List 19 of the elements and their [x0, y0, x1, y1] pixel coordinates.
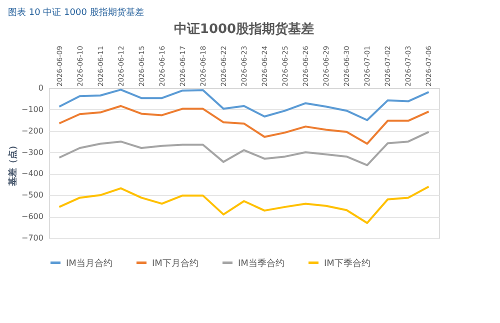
line-series: [58, 88, 430, 122]
line-series: [58, 105, 430, 145]
line-series: [58, 130, 430, 166]
y-tick-label: −300: [22, 148, 44, 157]
y-tick-label: −600: [22, 212, 44, 222]
legend-label: IM下季合约: [324, 258, 370, 269]
legend-label: IM当月合约: [66, 258, 112, 269]
y-axis-title: 基差（点）: [8, 141, 19, 187]
y-tick-label: −700: [22, 234, 44, 242]
y-tick-label: −400: [22, 169, 44, 178]
legend-label: IM下月合约: [152, 258, 198, 269]
legend-label: IM当季合约: [238, 258, 284, 269]
text: 图表 10 中证 1000 股指期货基差: [8, 7, 144, 18]
y-tick-label: −500: [22, 190, 44, 200]
chart-title: 中证1000股指期货基差: [174, 21, 314, 37]
y-tick-label: 0: [38, 84, 44, 92]
line-series: [58, 186, 430, 224]
y-tick-label: −100: [22, 104, 44, 114]
y-tick-label: −200: [22, 126, 44, 136]
